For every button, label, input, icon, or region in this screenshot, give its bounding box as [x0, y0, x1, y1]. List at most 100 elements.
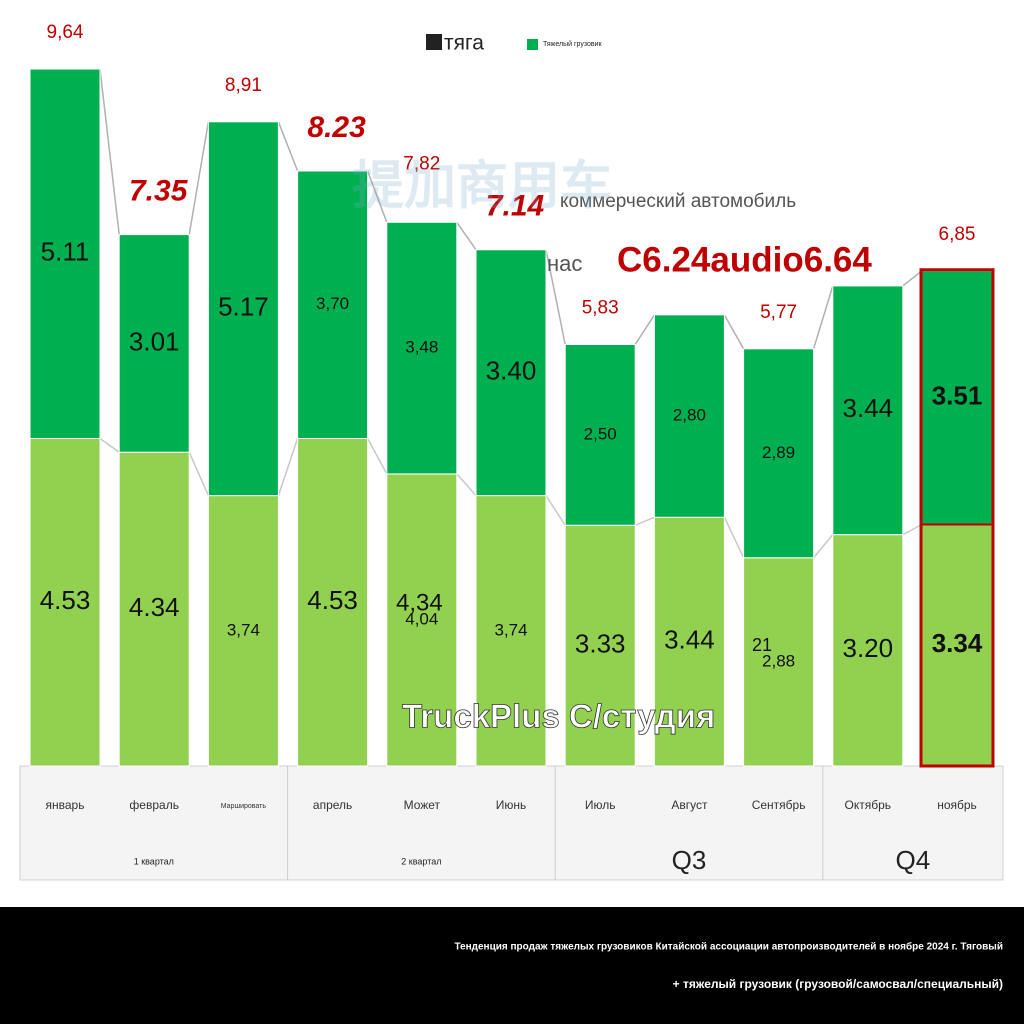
legend-label: Тяжелый грузовик: [543, 40, 603, 48]
annotation: TruckPlus C/студия: [402, 698, 715, 735]
annotation: C6.24audio6.64: [617, 240, 872, 279]
value-label: 3,74: [494, 620, 527, 639]
bar-segment: [564, 524, 636, 767]
connector: [634, 516, 655, 526]
connector: [456, 221, 477, 251]
bar-segment: [921, 270, 993, 526]
connector: [277, 121, 299, 172]
value-label: 3.44: [842, 393, 893, 423]
bar-segment: [29, 437, 101, 767]
connector: [902, 270, 923, 287]
connector: [723, 516, 745, 559]
value-label: 3.33: [575, 628, 626, 658]
total-label: 5,77: [760, 302, 797, 323]
bar-segment: [386, 473, 458, 767]
annotation: нас: [547, 251, 582, 276]
connector: [634, 314, 656, 345]
value-label: 3,48: [405, 338, 438, 357]
x-tick-label: Август: [671, 798, 708, 812]
bar-segment: [297, 170, 369, 439]
bar-segment: [118, 451, 190, 767]
connector: [366, 438, 388, 475]
value-label: 3.01: [129, 326, 180, 356]
total-label: 7,82: [403, 154, 440, 175]
total-label: 8.23: [307, 111, 366, 144]
footer-band: [0, 907, 1024, 1024]
annotation: 4,34: [396, 589, 443, 616]
bar-segment: [743, 557, 815, 767]
bar-segment: [653, 516, 725, 767]
legend-swatch: [426, 34, 442, 50]
connector: [545, 495, 566, 526]
highlight-box: [919, 268, 995, 768]
value-label: 3.44: [664, 625, 715, 655]
legend-swatch: [527, 39, 538, 50]
connector: [277, 438, 299, 496]
x-tick-label: ноябрь: [937, 798, 977, 812]
value-label: 3.20: [842, 633, 893, 663]
bar-segment: [475, 249, 547, 497]
x-tick-label: Июнь: [496, 798, 527, 812]
bar-segment: [386, 221, 458, 475]
axis-panel: [19, 765, 1004, 881]
value-label: 5.17: [218, 292, 269, 322]
x-tick-label: Маршировать: [221, 803, 267, 810]
value-label: 2,50: [584, 424, 617, 443]
total-label: 5,83: [582, 298, 619, 319]
total-label: 6,85: [939, 224, 976, 245]
total-label: 7.35: [129, 175, 189, 208]
value-label: 2,80: [673, 406, 706, 425]
bar-segment: [653, 314, 725, 518]
group-label: Q4: [896, 845, 931, 875]
value-label: 4,04: [405, 609, 438, 628]
bar-segment: [743, 348, 815, 559]
bar-segment: [564, 343, 636, 526]
connector: [188, 121, 210, 235]
connector: [99, 437, 120, 453]
bar-segment: [29, 68, 101, 439]
value-label: 3.34: [932, 628, 983, 658]
connector: [188, 451, 210, 496]
connector: [812, 285, 834, 350]
x-tick-label: Сентябрь: [752, 798, 806, 812]
footer-text: + тяжелый грузовик (грузовой/самосвал/сп…: [673, 977, 1003, 991]
connector: [456, 473, 477, 497]
bar-segment: [475, 495, 547, 767]
bar-segment: [832, 285, 904, 536]
bar-segment: [118, 234, 190, 453]
x-tick-label: февраль: [129, 798, 179, 812]
connector: [545, 249, 566, 345]
connector: [366, 170, 388, 223]
x-tick-label: Октябрь: [845, 798, 892, 812]
bar-segment: [297, 437, 369, 767]
value-label: 5.11: [41, 237, 90, 267]
annotation: коммерческий автомобиль: [560, 191, 796, 212]
value-label: 3,70: [316, 294, 349, 313]
legend-label: тяга: [444, 32, 484, 55]
value-label: 4.53: [307, 585, 358, 615]
x-tick-label: Может: [404, 798, 441, 812]
total-label: 7.14: [486, 190, 545, 223]
x-tick-label: январь: [46, 798, 85, 812]
bar-segment: [832, 534, 904, 767]
connector: [99, 68, 120, 235]
group-label: 1 квартал: [134, 856, 174, 866]
value-label: 2,89: [762, 443, 795, 462]
total-label: 9,64: [47, 22, 84, 43]
connector: [902, 523, 923, 536]
footer-text: Тенденция продаж тяжелых грузовиков Кита…: [454, 941, 1003, 953]
connector: [723, 314, 745, 350]
bar-segment: [207, 495, 279, 767]
x-tick-label: Июль: [585, 798, 616, 812]
total-label: 8,91: [225, 75, 262, 96]
bar-segment: [921, 524, 993, 767]
bar-segment: [207, 121, 279, 497]
annotation: 21: [752, 635, 772, 655]
value-label: 3,74: [227, 620, 260, 639]
value-label: 3.40: [486, 356, 537, 386]
connector: [813, 534, 834, 559]
value-label: 4.34: [129, 592, 180, 622]
value-label: 2,88: [762, 651, 795, 670]
value-label: 3.51: [932, 381, 983, 411]
